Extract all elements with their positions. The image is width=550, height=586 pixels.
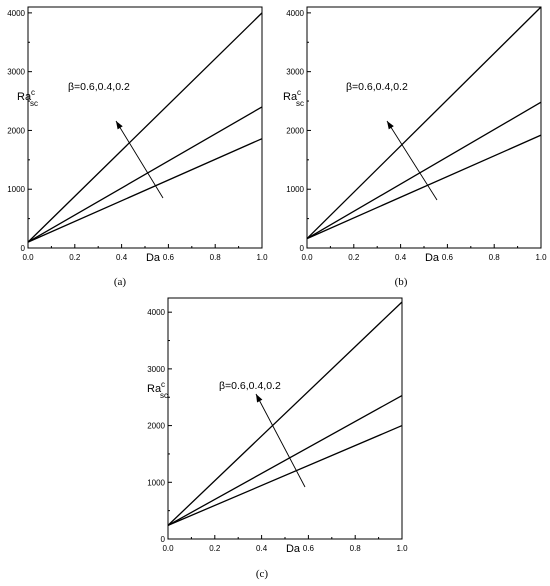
panel-caption: (a) bbox=[114, 276, 127, 288]
series-line-0 bbox=[306, 6, 542, 240]
x-tick-label: 0.2 bbox=[209, 544, 221, 553]
x-tick-label: 0.8 bbox=[350, 544, 362, 553]
y-axis-label-sup: c bbox=[297, 88, 301, 97]
y-axis-label: Ra bbox=[283, 91, 298, 103]
y-tick-label: 3000 bbox=[286, 68, 304, 77]
y-tick-label: 2000 bbox=[7, 126, 25, 135]
y-tick-label: 1000 bbox=[7, 185, 25, 194]
series-line-1 bbox=[306, 101, 542, 240]
panel-caption: (b) bbox=[395, 276, 408, 288]
x-tick-label: 0.0 bbox=[22, 253, 34, 262]
y-axis-label-sub: sc bbox=[30, 99, 38, 108]
x-tick-label: 0.0 bbox=[301, 253, 313, 262]
y-tick-label: 3000 bbox=[7, 68, 25, 77]
series-line-0 bbox=[27, 12, 263, 243]
y-axis-label-sub: sc bbox=[160, 391, 168, 400]
x-tick-label: 1.0 bbox=[396, 544, 408, 553]
x-tick-label: 1.0 bbox=[256, 253, 268, 262]
y-tick-label: 4000 bbox=[7, 9, 25, 18]
y-tick-label: 1000 bbox=[147, 478, 165, 487]
beta-annotation: β=0.6,0.4,0.2 bbox=[68, 81, 130, 93]
trend-arrow bbox=[115, 120, 164, 199]
x-tick-label: 1.0 bbox=[535, 253, 547, 262]
y-tick-label: 0 bbox=[21, 244, 26, 253]
x-axis-label: Da bbox=[146, 252, 161, 264]
trend-arrow-head bbox=[387, 121, 394, 130]
series-line-2 bbox=[306, 134, 542, 240]
series-line-1 bbox=[167, 394, 403, 526]
x-tick-label: 0.4 bbox=[256, 544, 268, 553]
beta-annotation: β=0.6,0.4,0.2 bbox=[346, 81, 408, 93]
y-axis-label-sup: c bbox=[31, 88, 35, 97]
trend-arrow bbox=[255, 393, 306, 488]
y-tick-label: 0 bbox=[300, 244, 305, 253]
series-line-1 bbox=[27, 106, 263, 243]
trend-arrow-head bbox=[116, 121, 123, 130]
chart-panel-0: 0.0 0.2 0.4 0.6 0.8 1.0 0 1000 2000 3000 4000 Da Ra c… bbox=[7, 6, 268, 288]
y-tick-label: 0 bbox=[161, 535, 166, 544]
x-tick-label: 0.8 bbox=[489, 253, 501, 262]
x-tick-label: 0.8 bbox=[210, 253, 222, 262]
chart-panel-2: 0.0 0.2 0.4 0.6 0.8 1.0 0 1000 2000 3000 4000 Da Ra c… bbox=[147, 297, 408, 580]
x-tick-label: 0.6 bbox=[163, 253, 175, 262]
panel-caption: (c) bbox=[256, 568, 269, 580]
x-tick-label: 0.6 bbox=[442, 253, 454, 262]
y-tick-label: 4000 bbox=[147, 308, 165, 317]
y-axis-label-sub: sc bbox=[296, 99, 304, 108]
y-tick-label: 2000 bbox=[286, 126, 304, 135]
series-line-2 bbox=[167, 424, 403, 526]
y-tick-label: 4000 bbox=[286, 9, 304, 18]
y-tick-label: 1000 bbox=[286, 185, 304, 194]
y-axis-label: Ra bbox=[17, 91, 32, 103]
y-axis-label: Ra bbox=[147, 383, 162, 395]
chart-panel-1: 0.0 0.2 0.4 0.6 0.8 1.0 0 1000 2000 3000 4000 Da Ra c… bbox=[283, 6, 547, 288]
x-tick-label: 0.2 bbox=[348, 253, 360, 262]
series-line-0 bbox=[167, 301, 403, 526]
x-axis-label: Da bbox=[286, 543, 301, 555]
y-tick-label: 3000 bbox=[147, 365, 165, 374]
plot-frame bbox=[306, 6, 542, 249]
trend-arrow bbox=[386, 120, 438, 201]
x-tick-label: 0.4 bbox=[116, 253, 128, 262]
series-line-2 bbox=[27, 138, 263, 243]
x-tick-label: 0.0 bbox=[162, 544, 174, 553]
x-tick-label: 0.4 bbox=[395, 253, 407, 262]
x-axis-label: Da bbox=[425, 252, 440, 264]
x-tick-label: 0.6 bbox=[303, 544, 315, 553]
trend-arrow-head bbox=[256, 394, 263, 403]
x-tick-label: 0.2 bbox=[69, 253, 81, 262]
beta-annotation: β=0.6,0.4,0.2 bbox=[219, 380, 281, 392]
y-axis-label-sup: c bbox=[161, 380, 165, 389]
plot-frame bbox=[167, 297, 403, 540]
y-tick-label: 2000 bbox=[147, 422, 165, 431]
